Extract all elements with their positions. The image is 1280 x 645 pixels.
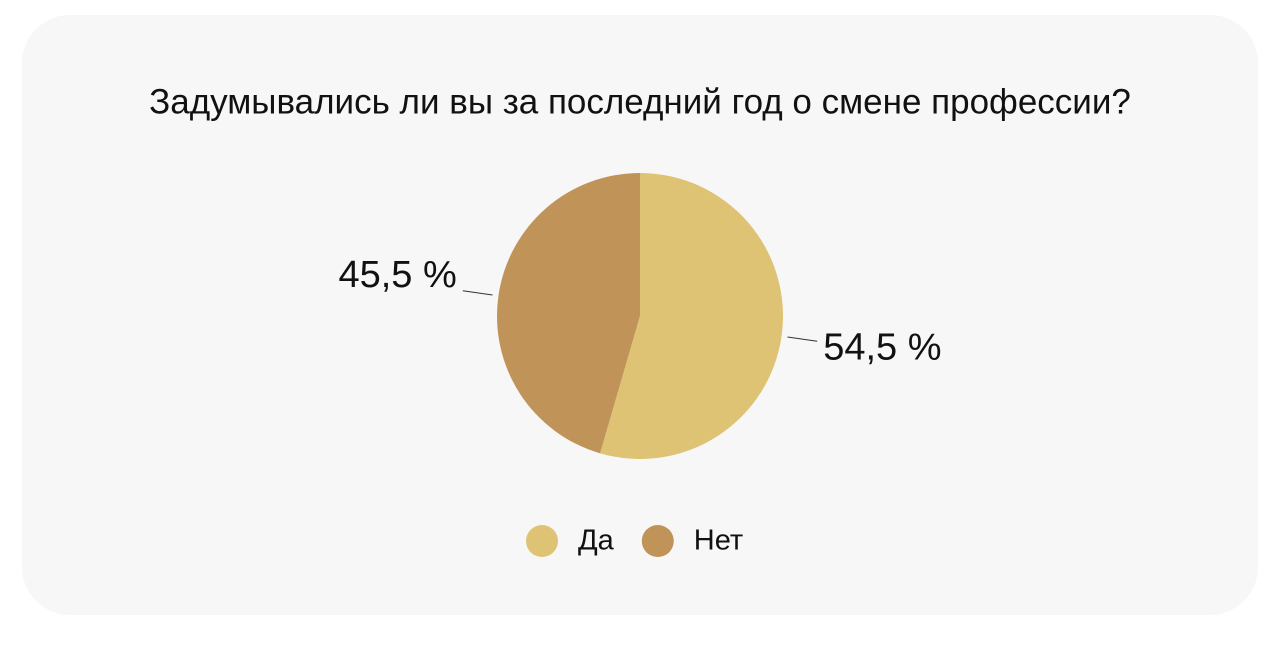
- data-label: 54,5 %: [823, 326, 941, 368]
- chart-title: Задумывались ли вы за последний год о см…: [149, 82, 1131, 121]
- pie-slice: [600, 173, 784, 460]
- legend-swatch: [526, 525, 558, 557]
- leader-line: [787, 336, 818, 342]
- legend-label: Да: [578, 525, 615, 557]
- legend-swatch: [641, 525, 674, 557]
- pie-slice: [497, 173, 640, 454]
- data-label: 45,5 %: [338, 254, 456, 296]
- leader-line: [462, 290, 493, 296]
- legend-label: Нет: [694, 525, 743, 557]
